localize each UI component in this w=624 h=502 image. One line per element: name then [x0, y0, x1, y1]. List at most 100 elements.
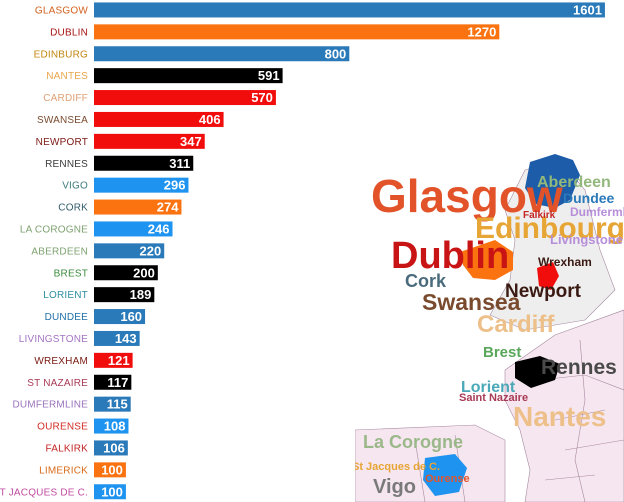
bar-value-label: 274 — [157, 200, 179, 215]
bar-value-label: 246 — [148, 221, 170, 236]
category-label: ST NAZAIRE — [27, 378, 88, 389]
category-label: CORK — [58, 203, 88, 214]
bar — [94, 24, 500, 40]
bar-value-label: 311 — [169, 156, 190, 171]
map-label-la-corogne: La Corogne — [363, 432, 463, 452]
bar-value-label: 200 — [133, 265, 155, 280]
europe-map: Glasgow Aberdeen Dundee Edinbourg Falkir… — [355, 140, 624, 502]
map-label-falkirk: Falkirk — [523, 210, 556, 221]
bar-value-label: 143 — [115, 331, 137, 346]
category-label: OURENSE — [37, 422, 88, 433]
map-wales-shape — [537, 262, 559, 290]
bar-value-label: 406 — [199, 112, 221, 127]
bar — [94, 484, 126, 500]
bar — [94, 133, 205, 149]
map-label-saint-nazaire: Saint Nazaire — [459, 392, 528, 404]
category-label: EDINBURG — [34, 49, 88, 60]
bar — [94, 440, 128, 456]
bar — [94, 309, 146, 325]
category-label: CARDIFF — [43, 93, 88, 104]
map-label-rennes: Rennes — [541, 356, 617, 379]
map-label-glasgow: Glasgow — [371, 170, 563, 222]
map-label-wrexham: Wrexham — [538, 255, 592, 269]
map-label-dundee: Dundee — [563, 190, 615, 206]
bar — [94, 46, 350, 62]
map-label-st-jacques: St Jacques de C. — [355, 461, 440, 473]
bar — [94, 352, 133, 368]
bar-value-label: 189 — [130, 287, 152, 302]
map-label-aberdeen: Aberdeen — [537, 174, 611, 191]
bar — [94, 462, 126, 478]
bar — [94, 287, 155, 303]
bar — [94, 374, 132, 390]
bar-value-label: 1270 — [467, 24, 496, 39]
category-label: VIGO — [62, 181, 88, 192]
bar-value-label: 296 — [164, 178, 186, 193]
bar — [94, 68, 283, 84]
map-label-livingstone: Livingstone — [550, 232, 623, 247]
bar-value-label: 800 — [325, 46, 347, 61]
map-uk-region — [489, 159, 616, 331]
category-label: NEWPORT — [36, 137, 88, 148]
category-label: DUMFERMLINE — [12, 400, 88, 411]
bar — [94, 111, 224, 127]
bar — [94, 418, 129, 434]
category-label: ST JACQUES DE C. — [0, 487, 88, 498]
map-label-cork: Cork — [405, 271, 447, 291]
bar-value-label: 570 — [251, 90, 273, 105]
category-label: RENNES — [45, 159, 88, 170]
map-label-dumfermline: Dumfermline — [570, 205, 624, 219]
category-label: DUBLIN — [50, 27, 88, 38]
map-label-brest: Brest — [483, 344, 521, 361]
map-scotland-shape — [525, 154, 580, 208]
bar — [94, 330, 140, 346]
bar-value-label: 220 — [140, 243, 162, 258]
bar — [94, 177, 189, 193]
bar — [94, 90, 276, 106]
category-label: FALKIRK — [45, 443, 88, 454]
category-label: DUNDEE — [45, 312, 89, 323]
bar-value-label: 117 — [107, 375, 128, 390]
category-label: NANTES — [46, 71, 88, 82]
bar-value-label: 1601 — [573, 2, 602, 17]
bar — [94, 243, 165, 259]
map-label-newport: Newport — [505, 281, 582, 302]
bar-value-label: 100 — [101, 462, 123, 477]
bar — [94, 155, 194, 171]
map-label-dublin: Dublin — [391, 235, 509, 277]
bar — [94, 221, 173, 237]
bar-value-label: 106 — [103, 440, 125, 455]
category-label: LIVINGSTONE — [19, 334, 88, 345]
category-label: GLASGOW — [35, 5, 88, 16]
map-label-vigo: Vigo — [373, 476, 416, 498]
map-label-nantes: Nantes — [513, 401, 606, 432]
bar-value-label: 108 — [104, 419, 126, 434]
map-brittany-shape — [515, 356, 560, 388]
map-galicia-shape — [423, 454, 467, 496]
category-label: WREXHAM — [34, 356, 88, 367]
category-label: LIMERICK — [39, 465, 88, 476]
category-label: ABERDEEN — [31, 246, 88, 257]
map-label-edinbourg: Edinbourg — [475, 212, 624, 245]
bar — [94, 199, 182, 215]
map-france-borders — [539, 339, 624, 502]
category-label: BREST — [54, 268, 88, 279]
bar-value-label: 160 — [120, 309, 142, 324]
bar-value-label: 121 — [108, 353, 130, 368]
bar — [94, 396, 131, 412]
map-label-ourense: Ourense — [425, 473, 470, 485]
category-label: LA COROGNE — [20, 224, 88, 235]
bar-value-label: 591 — [258, 68, 280, 83]
map-ireland-shape — [460, 240, 513, 280]
map-label-cardiff: Cardiff — [477, 311, 555, 338]
map-label-swansea: Swansea — [422, 289, 521, 315]
bar-value-label: 115 — [107, 397, 128, 412]
bar — [94, 2, 605, 18]
bar-value-label: 100 — [101, 484, 123, 499]
category-label: LORIENT — [43, 290, 88, 301]
map-label-lorient: Lorient — [461, 379, 516, 396]
category-label: SWANSEA — [37, 115, 88, 126]
bar — [94, 265, 158, 281]
bar-value-label: 347 — [180, 134, 202, 149]
